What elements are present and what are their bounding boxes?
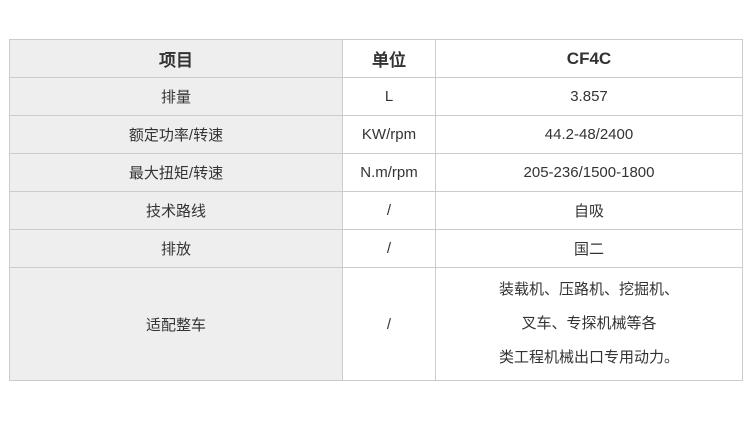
- spec-table-container: 项目 单位 CF4C 排量 L 3.857 额定功率/转速 KW/rpm 44.…: [9, 39, 743, 381]
- value-cell: 205-236/1500-1800: [435, 153, 743, 192]
- table-row: 排量 L 3.857: [9, 77, 743, 116]
- value-cell: 44.2-48/2400: [435, 115, 743, 154]
- table-row: 最大扭矩/转速 N.m/rpm 205-236/1500-1800: [9, 153, 743, 192]
- item-cell: 适配整车: [9, 267, 343, 381]
- table-header-row: 项目 单位 CF4C: [9, 39, 743, 78]
- table-row: 适配整车 / 装载机、压路机、挖掘机、 叉车、专探机械等各 类工程机械出口专用动…: [9, 267, 743, 381]
- header-model: CF4C: [435, 39, 743, 78]
- value-line: 叉车、专探机械等各: [521, 315, 657, 332]
- table-row: 排放 / 国二: [9, 229, 743, 268]
- value-cell: 自吸: [435, 191, 743, 230]
- value-line: 类工程机械出口专用动力。: [498, 349, 679, 366]
- item-cell: 排量: [9, 77, 343, 116]
- item-cell: 技术路线: [9, 191, 343, 230]
- unit-cell: N.m/rpm: [342, 153, 436, 192]
- multiline-value: 装载机、压路机、挖掘机、 叉车、专探机械等各 类工程机械出口专用动力。: [442, 273, 736, 375]
- value-cell: 国二: [435, 229, 743, 268]
- item-cell: 最大扭矩/转速: [9, 153, 343, 192]
- engine-spec-table: 项目 单位 CF4C 排量 L 3.857 额定功率/转速 KW/rpm 44.…: [9, 39, 743, 381]
- value-cell: 3.857: [435, 77, 743, 116]
- unit-cell: L: [342, 77, 436, 116]
- unit-cell: KW/rpm: [342, 115, 436, 154]
- table-row: 技术路线 / 自吸: [9, 191, 743, 230]
- header-unit: 单位: [342, 39, 436, 78]
- unit-cell: /: [342, 191, 436, 230]
- value-cell: 装载机、压路机、挖掘机、 叉车、专探机械等各 类工程机械出口专用动力。: [435, 267, 743, 381]
- unit-cell: /: [342, 229, 436, 268]
- item-cell: 排放: [9, 229, 343, 268]
- unit-cell: /: [342, 267, 436, 381]
- value-line: 装载机、压路机、挖掘机、: [498, 281, 679, 298]
- header-item: 项目: [9, 39, 343, 78]
- table-row: 额定功率/转速 KW/rpm 44.2-48/2400: [9, 115, 743, 154]
- item-cell: 额定功率/转速: [9, 115, 343, 154]
